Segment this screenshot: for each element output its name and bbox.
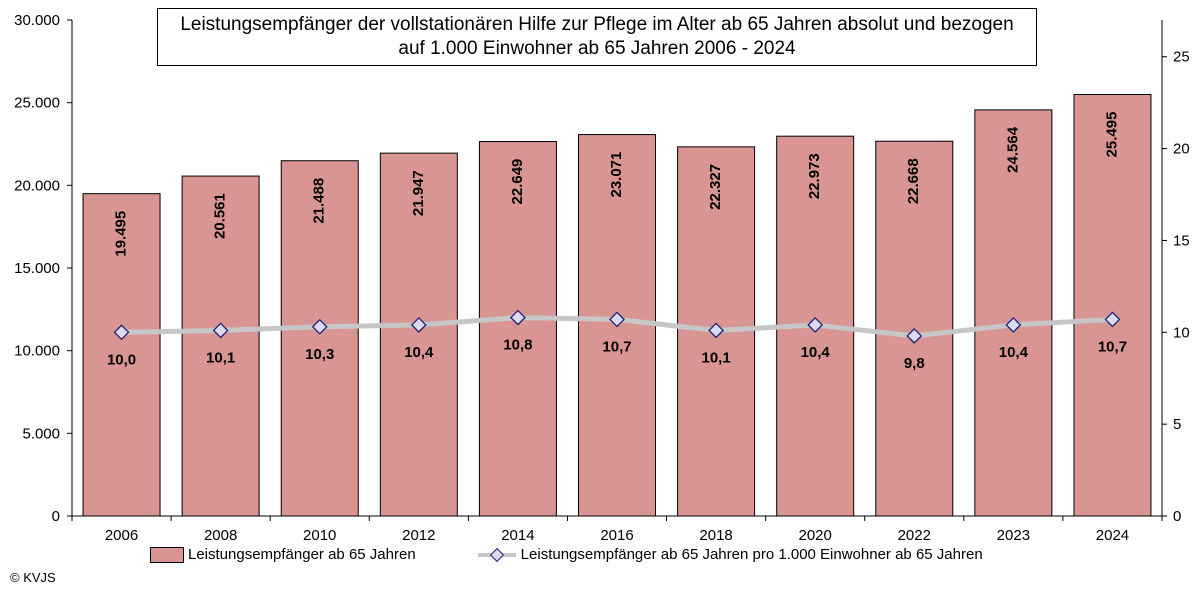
line-value-label: 10,0 bbox=[107, 351, 136, 368]
x-tick-label: 2022 bbox=[898, 527, 931, 544]
bar-value-label: 22.668 bbox=[905, 158, 922, 204]
copyright: © KVJS bbox=[10, 570, 56, 585]
line-value-label: 10,8 bbox=[503, 337, 532, 354]
bar-value-label: 23.071 bbox=[608, 152, 625, 198]
line-marker bbox=[807, 317, 824, 333]
y-left-tick-label: 30.000 bbox=[14, 12, 60, 29]
x-tick-label: 2018 bbox=[699, 527, 732, 544]
legend: Leistungsempfänger ab 65 Jahren Leistung… bbox=[150, 546, 1045, 563]
bar-value-label: 19.495 bbox=[113, 211, 130, 257]
legend-bar-label: Leistungsempfänger ab 65 Jahren bbox=[188, 546, 416, 563]
bar-value-label: 21.488 bbox=[311, 178, 328, 224]
bar-value-label: 24.564 bbox=[1004, 126, 1021, 173]
y-left-tick-label: 15.000 bbox=[14, 260, 60, 277]
line-value-label: 9,8 bbox=[904, 355, 925, 372]
bar bbox=[280, 160, 359, 517]
bar bbox=[478, 141, 557, 517]
x-tick-label: 2012 bbox=[402, 527, 435, 544]
line-marker bbox=[509, 309, 526, 326]
bar bbox=[82, 193, 161, 517]
y-right-tick-label: 0 bbox=[1173, 508, 1181, 525]
bar bbox=[379, 152, 458, 517]
y-left-tick-label: 20.000 bbox=[14, 177, 60, 194]
bar bbox=[1073, 93, 1152, 517]
bar-value-label: 20.561 bbox=[212, 193, 229, 239]
line-marker bbox=[1104, 311, 1121, 328]
line-value-label: 10,4 bbox=[999, 344, 1029, 361]
x-tick-label: 2006 bbox=[105, 527, 138, 544]
line-marker bbox=[708, 322, 725, 339]
bar bbox=[181, 175, 260, 517]
x-tick-label: 2020 bbox=[798, 527, 831, 544]
line-value-label: 10,3 bbox=[305, 346, 334, 363]
bar-value-label: 22.973 bbox=[806, 153, 823, 199]
y-right-tick-label: 15 bbox=[1173, 232, 1190, 249]
x-tick-label: 2010 bbox=[303, 527, 336, 544]
y-left-tick-label: 10.000 bbox=[14, 343, 60, 360]
x-tick-label: 2008 bbox=[204, 527, 237, 544]
legend-bar-swatch bbox=[150, 546, 184, 563]
bar-value-label: 25.495 bbox=[1103, 112, 1120, 158]
bar-value-label: 21.947 bbox=[410, 170, 427, 216]
x-tick-label: 2023 bbox=[997, 527, 1030, 544]
y-left-tick-label: 25.000 bbox=[14, 95, 60, 112]
line-value-label: 10,7 bbox=[1098, 338, 1127, 355]
line-marker bbox=[410, 317, 427, 333]
line-marker bbox=[906, 328, 923, 344]
x-tick-label: 2016 bbox=[600, 527, 633, 544]
y-right-tick-label: 20 bbox=[1173, 141, 1190, 158]
y-right-tick-label: 10 bbox=[1173, 324, 1190, 341]
y-left-tick-label: 5.000 bbox=[22, 425, 60, 442]
bar bbox=[974, 109, 1053, 517]
y-right-tick-label: 25 bbox=[1173, 49, 1190, 66]
line-marker bbox=[609, 311, 625, 328]
chart-title: Leistungsempfänger der vollstationären H… bbox=[157, 8, 1037, 66]
legend-item-line: Leistungsempfänger ab 65 Jahren pro 1.00… bbox=[477, 546, 983, 563]
y-left-tick-label: 0 bbox=[52, 508, 60, 525]
bar-value-label: 22.649 bbox=[509, 159, 526, 205]
line-value-label: 10,4 bbox=[801, 344, 831, 361]
line-marker bbox=[113, 324, 130, 341]
legend-line-label: Leistungsempfänger ab 65 Jahren pro 1.00… bbox=[520, 546, 983, 563]
line-value-label: 10,7 bbox=[602, 338, 631, 355]
line-marker bbox=[1005, 317, 1022, 333]
legend-line-swatch bbox=[477, 547, 516, 562]
line-value-label: 10,4 bbox=[404, 344, 434, 361]
line-marker bbox=[311, 318, 328, 335]
line-value-label: 10,1 bbox=[701, 349, 730, 366]
x-tick-label: 2014 bbox=[501, 527, 534, 544]
legend-item-bars: Leistungsempfänger ab 65 Jahren bbox=[150, 546, 416, 563]
line-value-label: 10,1 bbox=[206, 349, 235, 366]
x-tick-label: 2024 bbox=[1096, 527, 1129, 544]
line-marker bbox=[212, 322, 229, 339]
y-right-tick-label: 5 bbox=[1173, 416, 1181, 433]
bar-value-label: 22.327 bbox=[707, 164, 724, 210]
